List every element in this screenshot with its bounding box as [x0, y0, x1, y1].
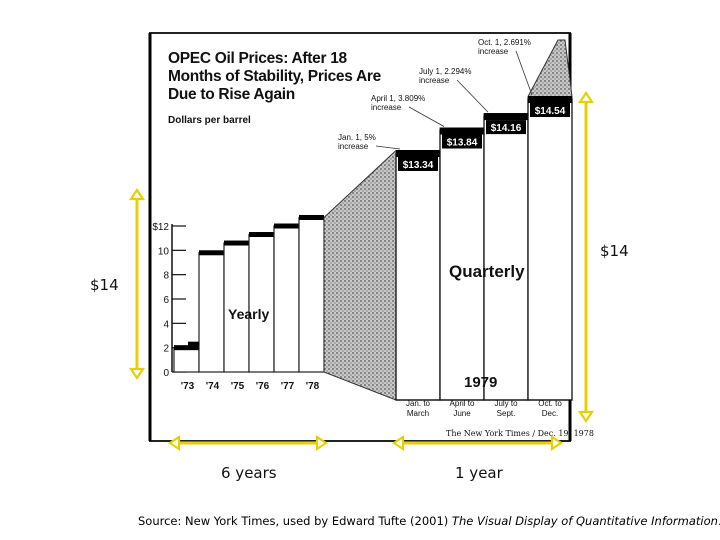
quarterly-value-label: $13.34: [403, 160, 434, 171]
quarterly-value-box: [486, 120, 526, 135]
yearly-tick-label: '76: [256, 381, 270, 392]
yearly-label: Yearly: [228, 306, 270, 322]
chart-title: OPEC Oil Prices: After 18 Months of Stab…: [168, 50, 381, 103]
yearly-bar-cap: [199, 250, 224, 256]
y-tick-label: 6: [163, 295, 169, 306]
annotation-leader: [456, 79, 489, 113]
yearly-span-arrow: [168, 434, 328, 452]
annotation-leader: [515, 50, 533, 96]
increase-annotation: Jan. 1, 5%: [338, 133, 376, 142]
yearly-bar: [298, 216, 325, 373]
quarterly-tick-label: Oct. to: [538, 399, 562, 408]
chart-credit: The New York Times / Dec. 19, 1978: [446, 429, 594, 438]
quarterly-bar-cap: [440, 127, 484, 135]
increase-annotation: increase: [338, 142, 369, 151]
source-book-title: The Visual Display of Quantitative Infor…: [451, 514, 718, 528]
yearly-bar-cap: [174, 345, 199, 351]
quarterly-value-label: $13.84: [447, 138, 478, 149]
yearly-bar-cap: [274, 223, 299, 229]
yearly-bar-cap: [249, 232, 274, 238]
quarterly-value-label: $14.54: [535, 106, 566, 117]
right-height-label: $14: [600, 242, 629, 260]
annotation-leader: [408, 106, 445, 127]
yearly-tick-label: '77: [281, 381, 295, 392]
quarterly-span-arrow-head: [550, 434, 563, 452]
y-tick-label: 4: [163, 319, 169, 330]
annotation-leader: [375, 145, 401, 150]
increase-annotation: increase: [419, 76, 450, 85]
yearly-bar: [273, 225, 300, 373]
yearly-tick-label: '74: [206, 381, 220, 392]
quarterly-label: Quarterly: [449, 262, 525, 281]
yearly-bar-step: [188, 341, 199, 348]
yearly-bar: [248, 233, 275, 373]
quarterly-span-label: 1 year: [455, 464, 503, 482]
increase-annotation: July 1, 2.294%: [419, 67, 471, 76]
yearly-bar-cap: [299, 214, 324, 220]
quarterly-tick-label: Jan. to: [406, 399, 431, 408]
quarterly-tick-label: July to: [494, 399, 518, 408]
source-prefix: Source: New York Times, used by Edward T…: [138, 514, 452, 528]
yearly-height-arrow-head: [128, 188, 146, 201]
yearly-tick-label: '78: [306, 381, 320, 392]
quarterly-year-label: 1979: [464, 374, 498, 391]
yearly-height-arrow: [128, 188, 146, 380]
yearly-bar: [198, 252, 225, 373]
yearly-tick-label: '75: [231, 381, 245, 392]
y-tick-label: 8: [163, 271, 169, 282]
quarterly-tick-label: March: [407, 409, 429, 418]
quarterly-value-label: $14.16: [491, 123, 522, 134]
quarterly-height-arrow-head: [577, 91, 595, 104]
quarterly-tick-label: April to: [450, 399, 475, 408]
quarterly-bar: [527, 98, 573, 401]
quarterly-tick-label: June: [453, 409, 471, 418]
quarterly-bar-cap: [484, 113, 528, 121]
source-suffix: .: [718, 514, 720, 528]
y-tick-label: 0: [163, 368, 169, 379]
increase-annotation: increase: [371, 103, 402, 112]
quarterly-value-box: [442, 134, 482, 149]
quarterly-span-arrow: [392, 434, 563, 452]
quarterly-value-box: [530, 103, 570, 117]
quarterly-height-arrow: [577, 91, 595, 423]
quarterly-bar: [483, 115, 529, 401]
quarterly-span-arrow-head: [392, 434, 405, 452]
quarterly-tick-label: Sept.: [497, 409, 516, 418]
quarterly-bar: [395, 152, 441, 401]
quarterly-bar-cap: [528, 96, 572, 103]
y-tick-label: $12: [152, 222, 169, 233]
y-axis-label: Dollars per barrel: [168, 115, 251, 126]
y-tick-label: 2: [163, 344, 169, 355]
quarterly-height-arrow-head: [577, 410, 595, 423]
increase-annotation: April 1, 3.809%: [371, 94, 425, 103]
yearly-span-arrow-head: [168, 434, 181, 452]
quarterly-value-box: [398, 157, 438, 171]
yearly-bar: [173, 347, 200, 373]
left-height-label: $14: [90, 276, 119, 294]
increase-annotation: Oct. 1, 2.691%: [478, 38, 531, 47]
quarterly-tick-label: Dec.: [542, 409, 558, 418]
source-caption: Source: New York Times, used by Edward T…: [138, 514, 720, 528]
y-tick-label: 10: [158, 246, 170, 257]
increase-annotation: increase: [478, 47, 509, 56]
yearly-span-arrow-head: [315, 434, 328, 452]
quarterly-bar-cap: [396, 150, 440, 157]
yearly-bar-cap: [224, 240, 249, 246]
yearly-span-label: 6 years: [221, 464, 277, 482]
yearly-height-arrow-head: [128, 367, 146, 380]
yearly-tick-label: '73: [181, 381, 195, 392]
